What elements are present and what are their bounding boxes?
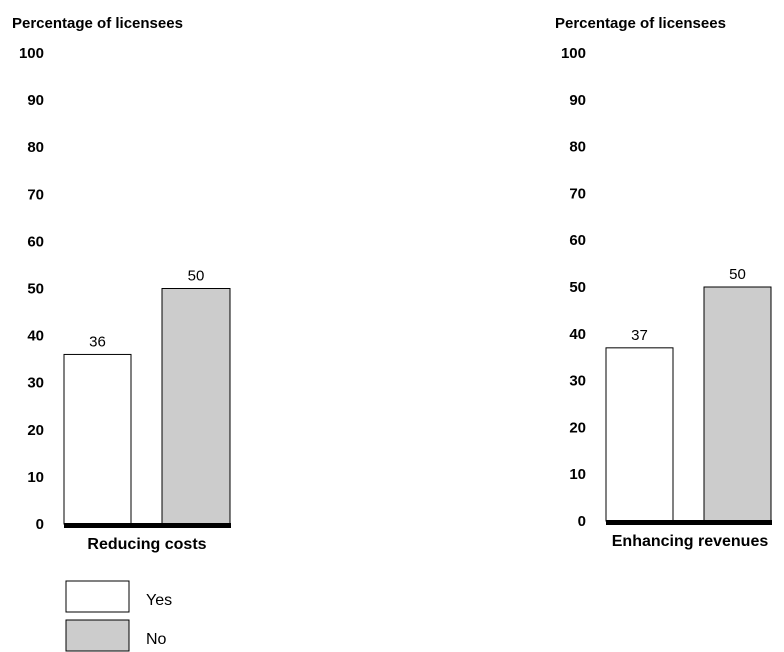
x-axis-line [64,523,231,528]
y-tick-label: 70 [569,185,586,202]
y-tick-label: 30 [27,375,44,392]
y-tick-label: 0 [578,513,586,530]
y-tick-label: 80 [569,139,586,156]
category-label: Enhancing revenues [612,533,769,550]
x-axis-line [606,520,772,525]
y-tick-label: 60 [27,233,44,250]
y-tick-label: 10 [27,469,44,486]
legend-label-no: No [146,631,167,648]
y-tick-label: 40 [27,328,44,345]
bar-no [703,286,772,522]
legend-swatch-yes [65,580,130,613]
y-tick-label: 20 [569,419,586,436]
y-tick-label: 40 [569,326,586,343]
bar-value-label: 50 [188,268,205,285]
y-tick-label: 30 [569,373,586,390]
bar-no [161,288,231,525]
chart-panel-2: Percentage of licensees 0 10 20 30 40 50 60 70 80… [555,15,772,550]
bar-yes [605,347,674,522]
y-tick-label: 90 [27,92,44,109]
y-tick-label: 100 [561,45,586,62]
y-tick-label: 90 [569,92,586,109]
y-tick-label: 50 [569,279,586,296]
chart-panel-1: Percentage of licensees 0 10 20 30 40 50 60 70 80… [12,15,231,553]
bar-value-label: 36 [89,333,106,350]
y-tick-label: 50 [27,281,44,298]
y-tick-label: 80 [27,139,44,156]
chart-panels: Percentage of licensees 0 10 20 30 40 50 60 70 80… [12,15,772,553]
bar-yes [63,353,132,525]
y-tick-label: 100 [19,45,44,62]
y-tick-label: 10 [569,466,586,483]
y-tick-label: 70 [27,186,44,203]
y-tick-label: 20 [27,422,44,439]
y-tick-label: 60 [569,232,586,249]
legend: Yes No [65,580,172,652]
y-axis-title: Percentage of licensees [12,15,183,32]
bar-value-label: 37 [631,327,648,344]
legend-label-yes: Yes [146,592,172,609]
y-axis-title: Percentage of licensees [555,15,726,32]
legend-swatch-no [65,619,130,652]
category-label: Reducing costs [87,536,206,553]
y-tick-label: 0 [36,516,44,533]
bar-value-label: 50 [729,266,746,283]
